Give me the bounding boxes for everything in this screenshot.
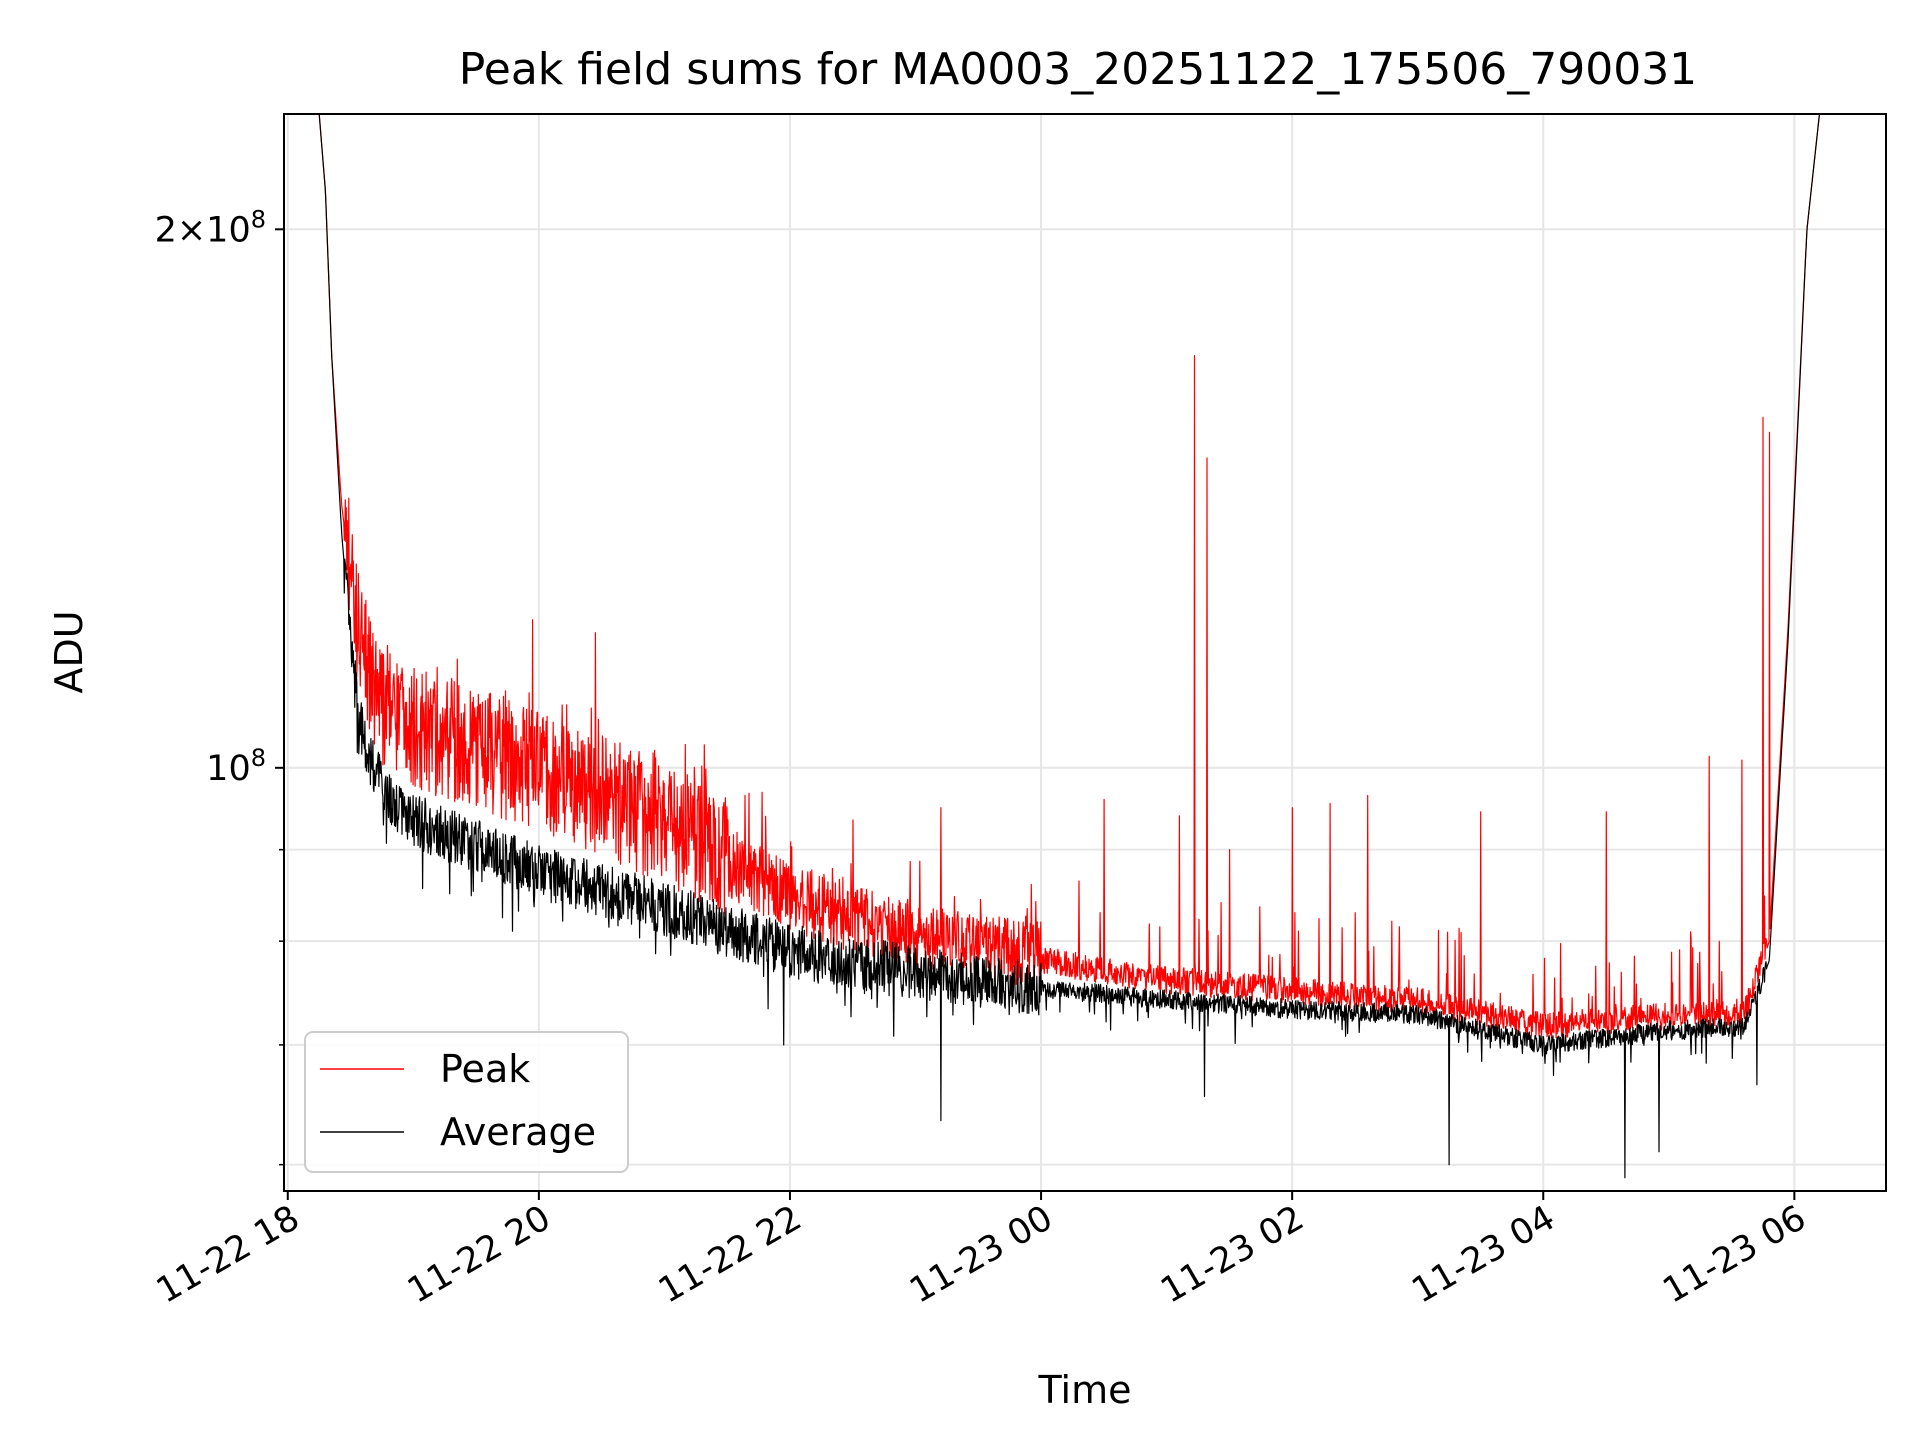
chart-title: Peak field sums for MA0003_20251122_1755… [459,44,1697,95]
plot-frame [283,113,1887,1192]
y-tick-label: 2×108 [155,205,266,250]
legend-average-label: Average [440,1110,596,1154]
x-axis-label: Time [1038,1368,1132,1412]
legend: Peak Average [304,1031,629,1173]
peak-series-line [284,114,1886,1039]
y-axis-ticks: 2×108 108 [155,205,284,1166]
legend-peak-label: Peak [440,1047,530,1091]
y-tick-label: 108 [206,744,266,789]
legend-box [304,1031,629,1173]
y-axis-label: ADU [47,610,91,693]
average-series-line [284,114,1886,1179]
